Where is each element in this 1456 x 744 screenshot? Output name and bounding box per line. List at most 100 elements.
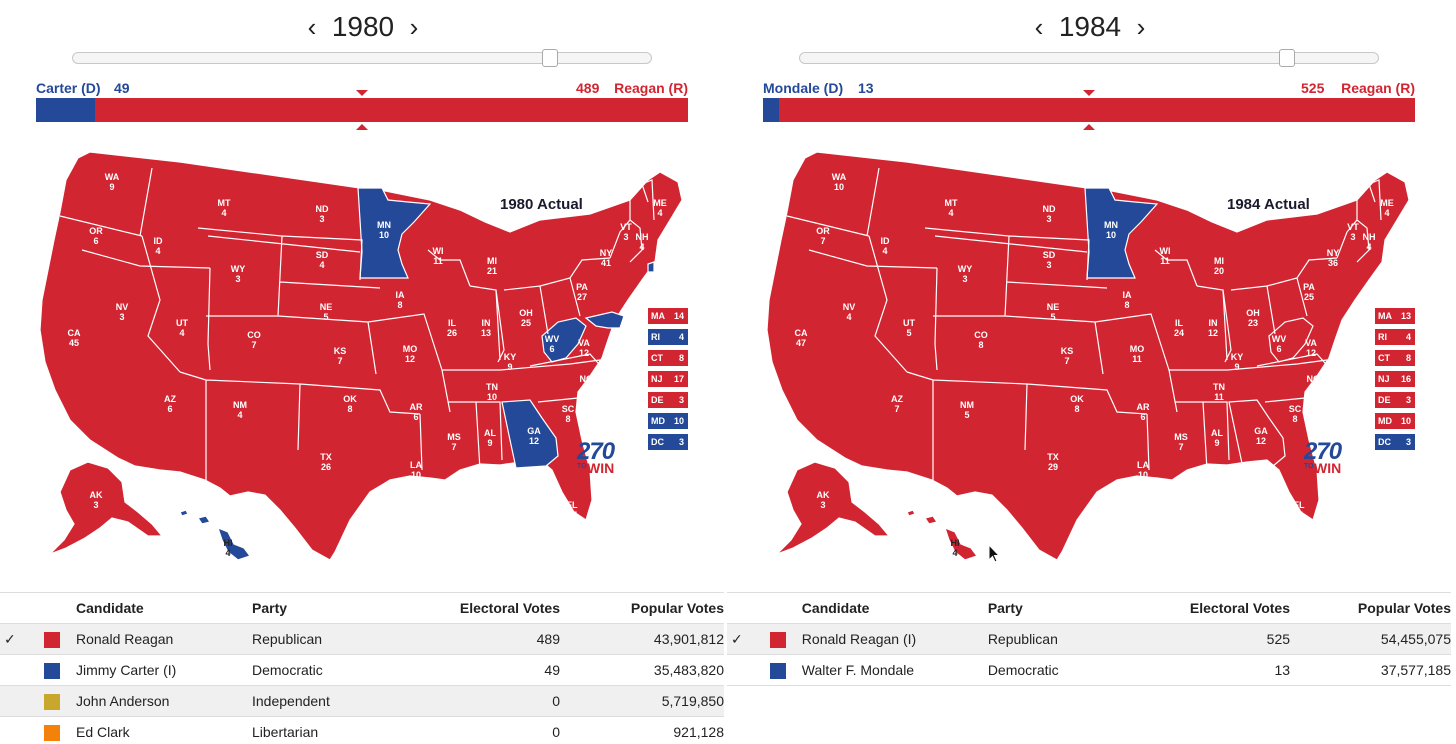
candidate-name: Ronald Reagan (I)	[801, 623, 988, 655]
state-shape-hi[interactable]	[906, 509, 978, 561]
state-label-ky: KY	[504, 352, 517, 362]
slider-track[interactable]	[799, 52, 1379, 64]
tile-abbr: NJ	[1378, 374, 1390, 384]
winner-check-icon	[0, 716, 36, 744]
state-ev-nv: 4	[846, 312, 851, 322]
state-label-mn: MN	[1104, 220, 1118, 230]
results-table-1980: Candidate Party Electoral Votes Popular …	[0, 592, 724, 744]
table-row[interactable]: John Anderson Independent 0 5,719,850	[0, 685, 724, 717]
state-ev-nm: 5	[964, 410, 969, 420]
270-to-win-logo: 270 TO WIN	[575, 438, 621, 480]
state-shape-ri[interactable]	[647, 261, 655, 273]
electoral-vote-bar	[763, 98, 1415, 130]
tile-ct[interactable]: CT 8	[648, 350, 688, 366]
state-label-nv: NV	[843, 302, 856, 312]
electoral-votes-cell: 13	[1144, 654, 1291, 686]
tile-ma[interactable]: MA 13	[1375, 308, 1415, 324]
state-label-la: LA	[1137, 460, 1149, 470]
state-label-or: OR	[89, 226, 103, 236]
header-popular-votes[interactable]: Popular Votes	[1290, 592, 1451, 624]
state-shape-wv[interactable]	[541, 317, 587, 363]
tile-ev: 16	[1400, 374, 1411, 384]
header-electoral-votes[interactable]: Electoral Votes	[1144, 592, 1291, 624]
chevron-right-icon[interactable]: ›	[409, 12, 419, 42]
state-ev-nc: 13	[1308, 384, 1318, 394]
tile-abbr: MD	[1378, 416, 1392, 426]
tile-ri[interactable]: RI 4	[648, 329, 688, 345]
tile-md[interactable]: MD 10	[648, 413, 688, 429]
electoral-votes-cell: 49	[412, 654, 560, 686]
header-candidate[interactable]: Candidate	[76, 592, 252, 624]
tile-dc[interactable]: DC 3	[1375, 434, 1415, 450]
popular-votes-cell: 54,455,075	[1290, 623, 1451, 655]
chevron-left-icon[interactable]: ‹	[1034, 12, 1044, 42]
state-ev-ca: 45	[69, 338, 79, 348]
tile-abbr: CT	[651, 353, 663, 363]
tile-de[interactable]: DE 3	[648, 392, 688, 408]
state-ev-mo: 12	[405, 354, 415, 364]
swatch-dem	[770, 662, 787, 679]
state-shape-ga[interactable]	[501, 399, 559, 469]
header-electoral-votes[interactable]: Electoral Votes	[412, 592, 560, 624]
year-navigator: ‹ 1984 ›	[727, 8, 1451, 48]
chevron-left-icon[interactable]: ‹	[307, 12, 317, 42]
state-ev-tn: 11	[1214, 392, 1224, 402]
tile-md[interactable]: MD 10	[1375, 413, 1415, 429]
small-state-tiles: MA 13 RI 4 CT 8 NJ 16 DE 3 MD 10 DC 3	[1375, 308, 1415, 455]
state-ev-wy: 3	[235, 274, 240, 284]
state-ev-ok: 8	[347, 404, 352, 414]
state-shape-conus[interactable]	[766, 151, 1410, 561]
dem-bar-segment	[763, 98, 779, 122]
state-shape-alaska[interactable]	[49, 461, 164, 555]
slider-thumb[interactable]	[1279, 49, 1295, 67]
state-label-nd: ND	[316, 204, 329, 214]
270-marker-top-icon	[1083, 90, 1095, 96]
tile-ma[interactable]: MA 14	[648, 308, 688, 324]
logo-win: WIN	[1314, 460, 1342, 476]
state-ev-hi: 4	[225, 548, 230, 558]
state-label-hi: HI	[951, 538, 960, 548]
state-ev-il: 26	[447, 328, 457, 338]
state-label-ok: OK	[343, 394, 357, 404]
tile-abbr: RI	[1378, 332, 1387, 342]
state-ev-id: 4	[882, 246, 887, 256]
winner-check-icon	[727, 654, 763, 686]
year-slider[interactable]	[799, 49, 1379, 67]
state-ev-nd: 3	[1046, 214, 1051, 224]
state-label-ut: UT	[176, 318, 188, 328]
tile-ri[interactable]: RI 4	[1375, 329, 1415, 345]
state-label-nm: NM	[233, 400, 247, 410]
state-label-az: AZ	[891, 394, 903, 404]
slider-thumb[interactable]	[542, 49, 558, 67]
state-label-ca: CA	[68, 328, 81, 338]
header-party[interactable]: Party	[987, 592, 1145, 624]
tile-de[interactable]: DE 3	[1375, 392, 1415, 408]
tile-abbr: DC	[1378, 437, 1391, 447]
party-name: Libertarian	[252, 716, 412, 744]
state-shape-md[interactable]	[584, 311, 625, 329]
header-party[interactable]: Party	[252, 592, 412, 624]
state-label-fl: FL	[1294, 500, 1305, 510]
table-row[interactable]: ✓ Ronald Reagan Republican 489 43,901,812	[0, 623, 724, 655]
state-ev-ia: 8	[397, 300, 402, 310]
tile-nj[interactable]: NJ 16	[1375, 371, 1415, 387]
popular-votes-cell: 5,719,850	[560, 685, 724, 717]
header-popular-votes[interactable]: Popular Votes	[560, 592, 724, 624]
chevron-right-icon[interactable]: ›	[1136, 12, 1146, 42]
tile-ev: 14	[673, 311, 684, 321]
state-label-nv: NV	[116, 302, 129, 312]
state-shape-alaska[interactable]	[776, 461, 891, 555]
state-ev-id: 4	[155, 246, 160, 256]
table-row[interactable]: Ed Clark Libertarian 0 921,128	[0, 716, 724, 744]
table-row[interactable]: ✓ Ronald Reagan (I) Republican 525 54,455,07…	[727, 623, 1451, 655]
header-candidate[interactable]: Candidate	[801, 592, 988, 624]
table-row[interactable]: Walter F. Mondale Democratic 13 37,577,185	[727, 654, 1451, 686]
state-shape-hi[interactable]	[179, 509, 251, 561]
year-slider[interactable]	[72, 49, 652, 67]
slider-track[interactable]	[72, 52, 652, 64]
tile-dc[interactable]: DC 3	[648, 434, 688, 450]
state-ev-wv: 6	[549, 344, 554, 354]
table-row[interactable]: Jimmy Carter (I) Democratic 49 35,483,820	[0, 654, 724, 686]
tile-ct[interactable]: CT 8	[1375, 350, 1415, 366]
tile-nj[interactable]: NJ 17	[648, 371, 688, 387]
